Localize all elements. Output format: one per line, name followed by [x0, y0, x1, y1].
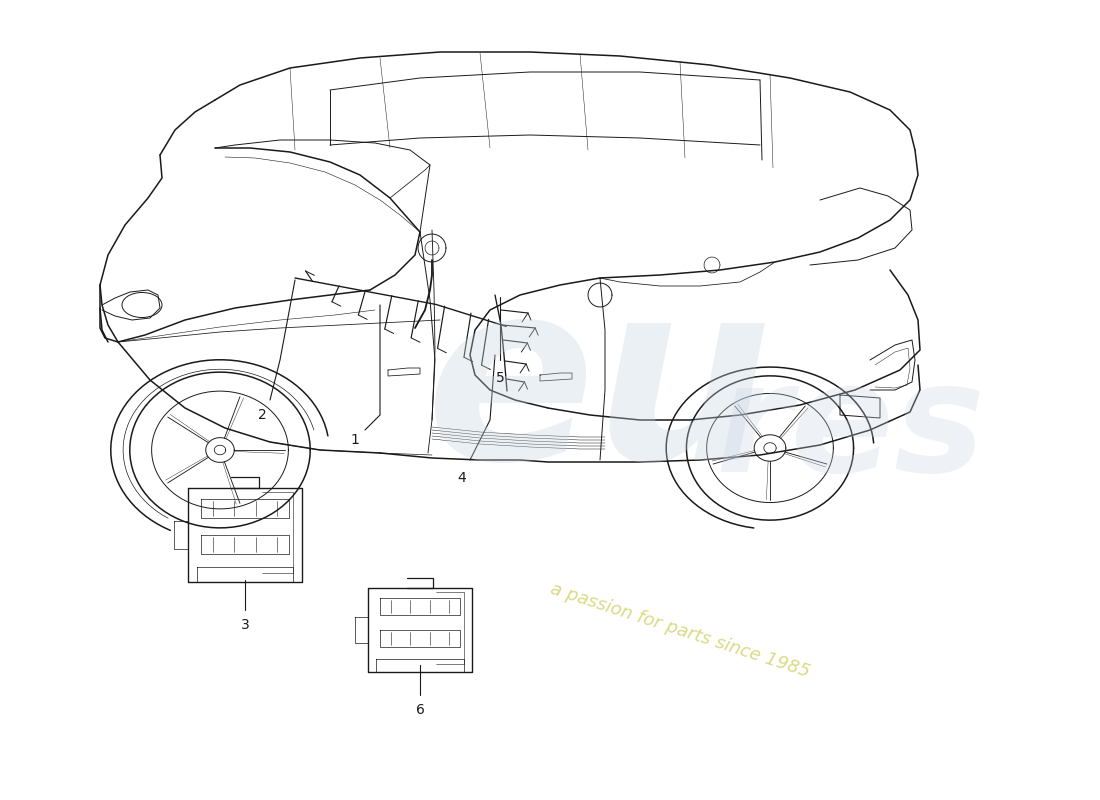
Text: 2: 2 [257, 408, 266, 422]
Text: a passion for parts since 1985: a passion for parts since 1985 [548, 579, 812, 681]
Text: 4: 4 [458, 471, 466, 485]
Text: 5: 5 [496, 371, 505, 385]
Text: 6: 6 [416, 703, 425, 717]
Text: eu: eu [427, 269, 773, 511]
Text: res: res [715, 355, 984, 505]
Text: 1: 1 [351, 433, 360, 447]
Text: 3: 3 [241, 618, 250, 632]
